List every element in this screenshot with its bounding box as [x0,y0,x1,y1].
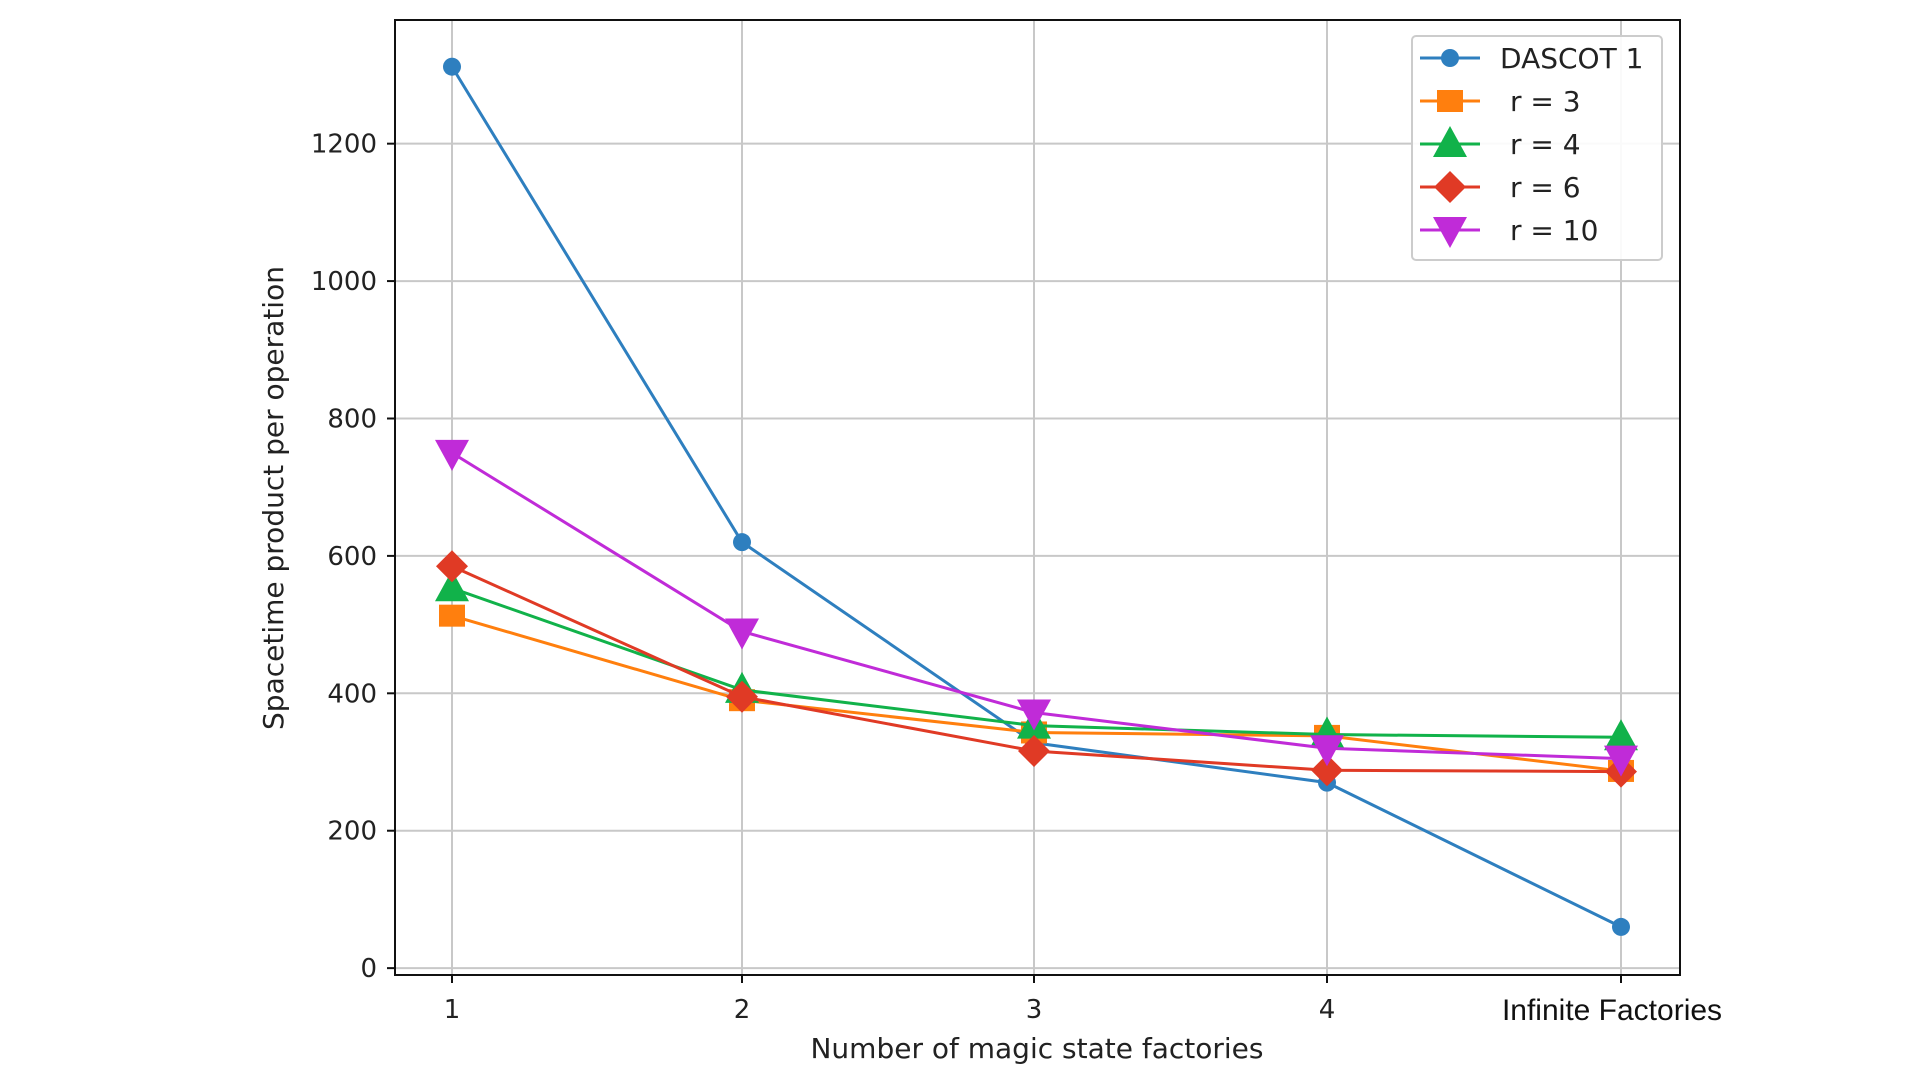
legend-marker-r-4 [1433,126,1467,157]
data-point-r-10 [725,618,759,650]
legend-box [1411,35,1663,261]
legend-marker-r-6 [1434,171,1466,203]
x-tick-label: 1 [444,995,461,1025]
x-tick-label: 3 [1026,995,1043,1025]
legend-marker-r-10 [1433,217,1467,248]
data-point-dascot-1 [443,57,461,76]
x-tick-label: 2 [734,995,751,1025]
data-point-r-6 [726,680,758,713]
legend-marker-r-3 [1437,90,1463,112]
data-point-r-6 [1018,735,1050,768]
plot-frame [394,19,1681,976]
series-r-10 [435,439,1638,777]
data-point-r-10 [1017,699,1051,731]
y-tick-label: 600 [327,542,377,572]
series-layer [435,57,1638,936]
y-tick-label: 800 [327,404,377,434]
data-point-r-6 [1311,754,1343,787]
data-point-dascot-1 [1612,917,1630,936]
data-point-r-10 [435,439,469,471]
y-tick-label: 1200 [311,130,377,160]
data-point-r-4 [435,570,469,602]
legend-label-r-4: r = 4 [1510,128,1581,161]
data-point-r-4 [1604,719,1638,751]
legend-label-r-6: r = 6 [1510,171,1581,204]
legend: DASCOT 1 r = 3 r = 4 r = 6 r = 10 [1411,35,1663,261]
legend-label-r-3: r = 3 [1510,85,1581,118]
y-tick-label: 0 [360,954,377,984]
y-tick-label: 200 [327,817,377,847]
y-axis-label: Spacetime product per operation [257,266,290,730]
x-tick-label: Infinite Factories [1502,994,1722,1027]
axis-ticks: 1 2 3 4 Infinite Factories 0 200 400 600 800 1000 1… [311,130,1722,1027]
data-point-dascot-1 [733,533,751,552]
legend-marker-dascot-1 [1441,49,1459,67]
data-point-r-6 [436,550,468,583]
data-point-r-3 [439,604,465,627]
data-point-r-10 [1604,745,1638,777]
data-point-r-10 [1310,735,1344,767]
y-tick-label: 400 [327,679,377,709]
x-axis-label: Number of magic state factories [810,1032,1263,1065]
y-tick-label: 1000 [311,267,377,297]
legend-label-r-10: r = 10 [1510,214,1598,247]
grid [395,20,1680,975]
legend-label-dascot-1: DASCOT 1 [1500,42,1643,75]
x-tick-label: 4 [1319,995,1336,1025]
